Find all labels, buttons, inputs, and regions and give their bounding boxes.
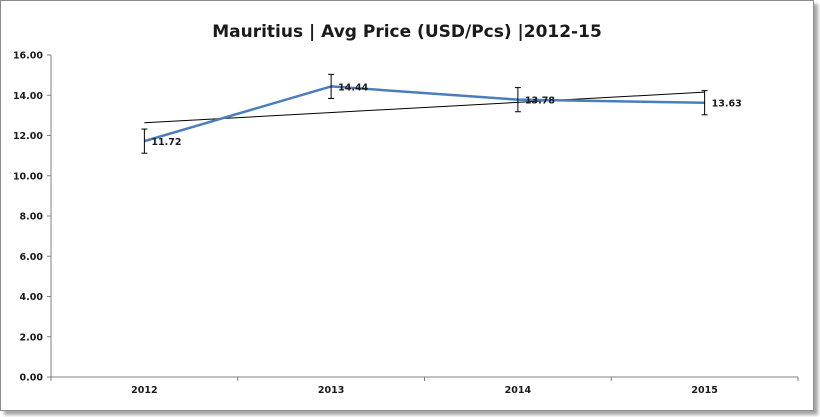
chart-frame: Mauritius | Avg Price (USD/Pcs) |2012-15… xyxy=(0,0,814,411)
x-tick-label: 2014 xyxy=(505,385,532,396)
y-tick-label: 4.00 xyxy=(20,292,44,303)
trendline-line xyxy=(144,91,705,124)
y-tick-label: 0.00 xyxy=(20,373,44,384)
y-tick-label: 10.00 xyxy=(13,171,43,182)
data-label: 13.63 xyxy=(712,99,742,110)
axes: 0.00 2.00 4.00 6.00 8.00 10.00 12.00 14.00 16.00… xyxy=(13,51,799,396)
y-tick-label: 12.00 xyxy=(13,131,43,142)
trendline xyxy=(144,91,705,124)
y-tick-label: 16.00 xyxy=(13,51,43,62)
series-line xyxy=(144,85,705,143)
x-tick-label: 2015 xyxy=(691,385,717,396)
x-tick-label: 2012 xyxy=(131,385,157,396)
chart-title: Mauritius | Avg Price (USD/Pcs) |2012-15 xyxy=(212,22,602,42)
chart-svg: Mauritius | Avg Price (USD/Pcs) |2012-15… xyxy=(13,22,799,396)
y-tick-label: 14.00 xyxy=(13,91,43,102)
series-group: 11.72 14.44 13.78 13.63 xyxy=(141,73,742,154)
data-label: 11.72 xyxy=(151,137,181,148)
y-tick-label: 6.00 xyxy=(20,252,44,263)
x-tick-label: 2013 xyxy=(318,385,344,396)
y-tick-label: 8.00 xyxy=(20,212,44,223)
data-label: 13.78 xyxy=(525,96,555,107)
data-label: 14.44 xyxy=(338,82,368,93)
y-tick-label: 2.00 xyxy=(20,332,44,343)
